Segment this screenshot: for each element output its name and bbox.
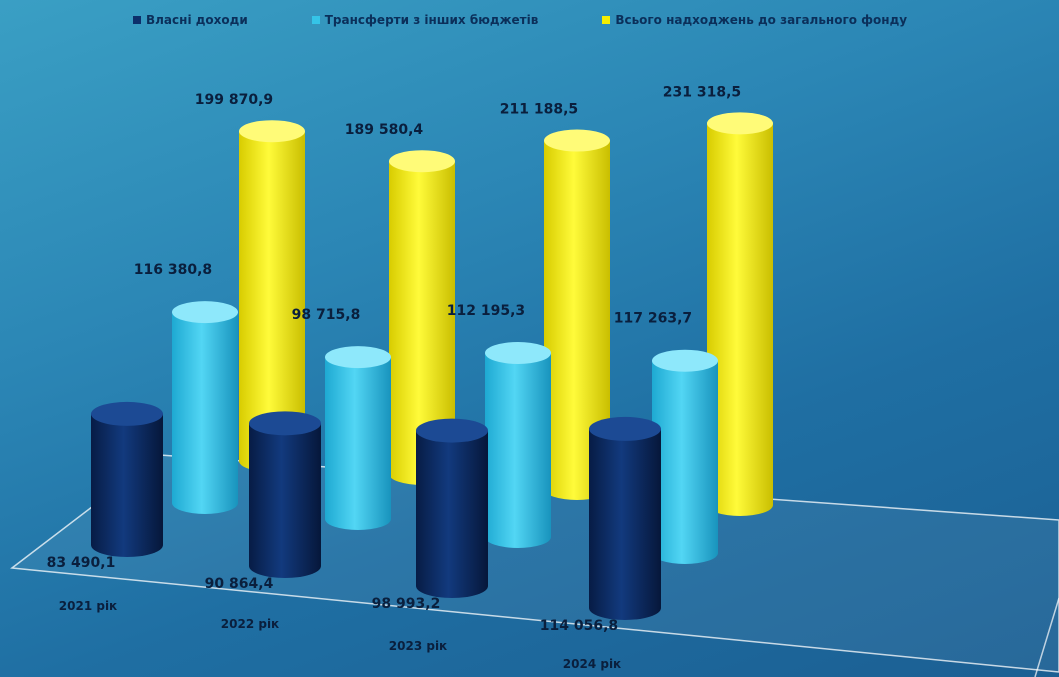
data-label-2-2: 211 188,5	[500, 102, 578, 118]
bar-top-2-2	[544, 129, 610, 152]
bar-body-0-0	[91, 413, 163, 557]
bar-top-0-1	[249, 411, 321, 436]
floor-edge	[1034, 597, 1059, 677]
bar-0-1	[249, 411, 321, 578]
bar-1-0	[172, 301, 238, 514]
chart-bars	[91, 112, 773, 620]
legend-item-transfers: Трансферти з інших бюджетів	[311, 13, 539, 27]
bar-top-0-2	[416, 418, 488, 443]
bar-2-1	[389, 150, 455, 486]
legend-label-own-revenue: Власні доходи	[146, 13, 248, 27]
bar-1-2	[485, 341, 551, 548]
data-label-2-3: 231 318,5	[663, 84, 741, 100]
data-label-1-0: 116 380,8	[134, 262, 212, 278]
data-label-2-1: 189 580,4	[345, 122, 424, 138]
bar-0-0	[91, 401, 163, 557]
legend-item-own-revenue: Власні доходи	[133, 13, 248, 27]
bar-top-2-1	[389, 150, 455, 173]
bar-body-1-0	[172, 312, 238, 514]
bar-2-2	[544, 129, 610, 500]
data-label-0-1: 90 864,4	[205, 576, 274, 592]
category-label-1: 2022 рік	[221, 617, 279, 631]
bar-body-1-3	[652, 360, 718, 564]
bar-top-1-3	[652, 349, 718, 372]
legend-label-total: Всього надходжень до загального фонду	[615, 13, 908, 27]
data-label-2-0: 199 870,9	[195, 92, 273, 108]
legend-swatch-own-revenue	[133, 16, 141, 24]
bar-body-2-2	[544, 140, 610, 500]
bar-body-2-1	[389, 161, 455, 486]
bar-0-3	[589, 416, 661, 620]
data-label-1-2: 112 195,3	[447, 303, 525, 319]
bar-top-0-0	[91, 401, 163, 426]
data-label-0-3: 114 056,8	[540, 618, 618, 634]
category-label-3: 2024 рік	[563, 657, 621, 671]
bar-body-1-2	[485, 352, 551, 548]
bar-0-2	[416, 418, 488, 598]
bar-top-0-3	[589, 416, 661, 441]
legend-swatch-transfers	[311, 16, 320, 24]
bar-1-3	[652, 349, 718, 564]
legend-item-total: Всього надходжень до загального фонду	[602, 13, 907, 27]
bar-body-2-0	[239, 131, 305, 472]
bar-body-0-2	[416, 430, 488, 598]
data-label-1-1: 98 715,8	[292, 307, 361, 323]
data-label-0-2: 98 993,2	[372, 596, 441, 612]
data-label-1-3: 117 263,7	[614, 311, 692, 327]
legend-label-transfers: Трансферти з інших бюджетів	[324, 13, 539, 27]
category-label-0: 2021 рік	[59, 599, 117, 613]
bar-top-1-0	[172, 301, 238, 324]
bar-body-2-3	[707, 123, 773, 517]
bar-top-1-1	[325, 346, 391, 369]
bar-1-1	[325, 346, 391, 530]
bar-top-1-2	[485, 341, 551, 364]
legend-swatch-total	[602, 16, 611, 24]
bar-2-3	[707, 112, 773, 517]
bar-top-2-3	[707, 112, 773, 135]
bar-body-0-1	[249, 423, 321, 578]
category-label-2: 2023 рік	[389, 639, 447, 653]
bar-top-2-0	[239, 120, 305, 143]
bar-body-1-1	[325, 357, 391, 530]
bar-2-0	[239, 120, 305, 472]
chart-legend: Власні доходи Трансферти з інших бюджеті…	[0, 8, 1059, 32]
data-label-0-0: 83 490,1	[47, 555, 116, 571]
chart-labels: 83 490,1 90 864,4 98 993,2 114 056,8 116 380…	[47, 84, 742, 671]
bar-body-0-3	[589, 428, 661, 620]
